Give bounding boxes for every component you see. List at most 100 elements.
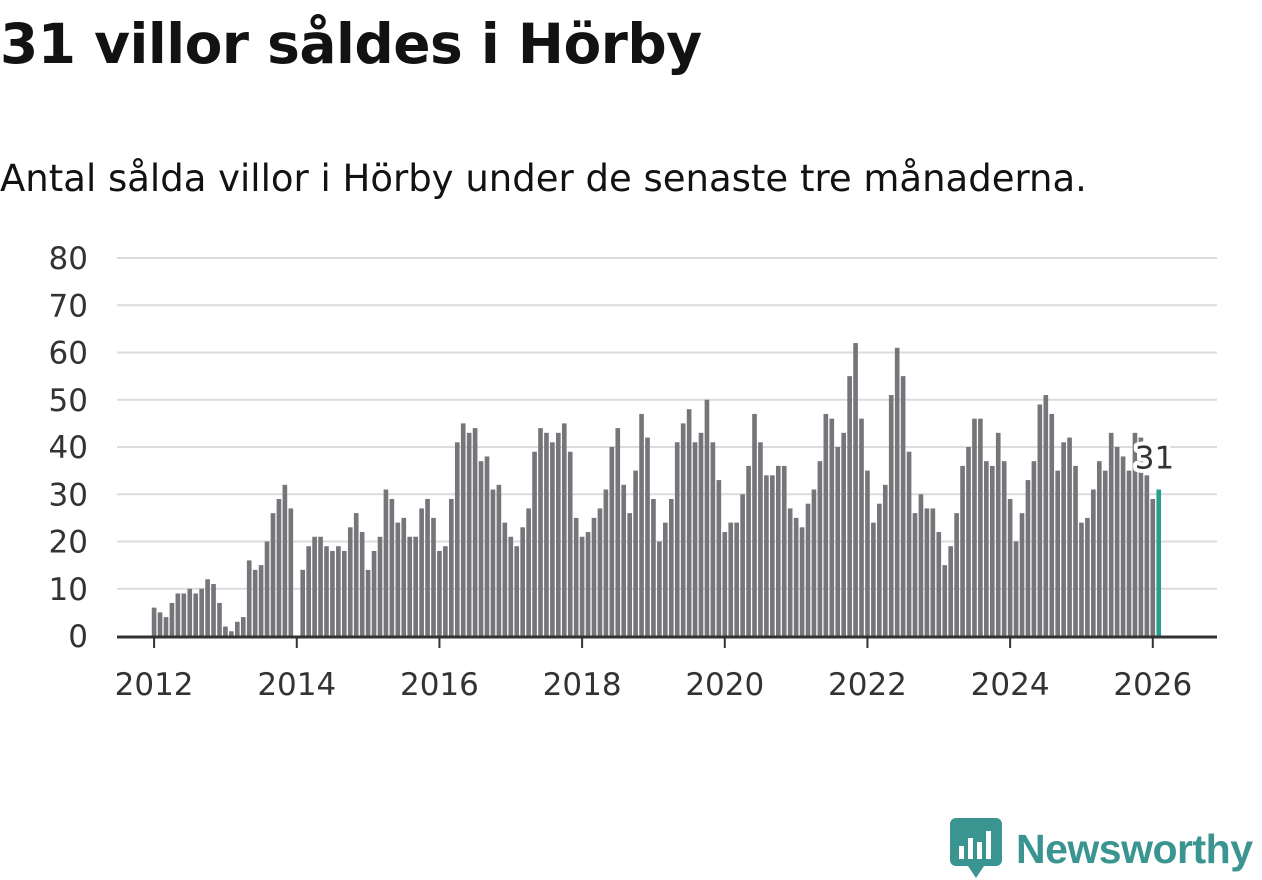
- bar: [799, 527, 805, 636]
- bar: [645, 437, 650, 636]
- bar: [413, 536, 418, 636]
- bar: [995, 432, 1001, 636]
- bar: [1043, 395, 1049, 636]
- bar: [651, 498, 656, 636]
- bar: [734, 522, 739, 636]
- chart-subtitle: Antal sålda villor i Hörby under de sena…: [0, 157, 1087, 200]
- bar: [764, 475, 769, 636]
- bar: [1037, 404, 1043, 636]
- bar: [573, 517, 579, 637]
- bar: [1013, 541, 1019, 636]
- bar: [258, 565, 264, 637]
- bar: [163, 617, 169, 636]
- bar: [1132, 432, 1138, 636]
- bar: [597, 508, 603, 636]
- bar: [532, 451, 537, 636]
- bar: [336, 546, 341, 636]
- x-tick-label: 2012: [115, 667, 194, 703]
- bar: [894, 347, 900, 636]
- bar: [484, 456, 490, 636]
- bar: [472, 428, 478, 636]
- bar: [811, 489, 817, 636]
- bar: [235, 621, 240, 636]
- bar: [585, 532, 591, 636]
- bar: [716, 480, 722, 636]
- bar: [187, 588, 193, 636]
- bar: [912, 513, 918, 636]
- highlighted-bar: [1156, 489, 1162, 636]
- bar: [240, 617, 246, 636]
- bar: [591, 517, 597, 637]
- bar: [1001, 461, 1007, 636]
- bar: [686, 409, 692, 636]
- bar: [740, 494, 745, 636]
- bar: [377, 536, 383, 636]
- y-tick-label: 50: [49, 383, 88, 419]
- bar: [1061, 442, 1066, 636]
- bar: [882, 484, 888, 636]
- bar: [151, 607, 157, 636]
- bar: [288, 508, 294, 636]
- bar: [508, 536, 514, 636]
- bar: [663, 522, 668, 636]
- bar: [829, 418, 835, 636]
- bar: [359, 532, 365, 636]
- bar: [437, 550, 442, 636]
- bar: [722, 532, 728, 636]
- bar: [1085, 517, 1090, 637]
- bar: [514, 546, 520, 636]
- y-tick-label: 0: [68, 619, 88, 655]
- bar: [978, 418, 983, 636]
- y-axis: 0 10 20 30 40 50 60 70 80: [49, 241, 88, 655]
- x-tick-label: 2014: [257, 667, 336, 703]
- bar: [793, 517, 799, 637]
- bar: [431, 517, 436, 637]
- y-tick-label: 60: [49, 336, 88, 372]
- bar: [556, 432, 561, 636]
- bar: [1096, 461, 1102, 636]
- bar: [877, 503, 882, 636]
- bar: [252, 569, 258, 636]
- x-tick-label: 2018: [543, 667, 622, 703]
- bar: [1019, 513, 1025, 636]
- x-tick-label: 2024: [971, 667, 1050, 703]
- bar: [229, 631, 234, 636]
- bar: [966, 447, 971, 636]
- bar: [609, 447, 615, 636]
- brand-name: Newsworthy: [1016, 825, 1253, 872]
- bar: [1144, 475, 1150, 636]
- chart-title: 31 villor såldes i Hörby: [0, 12, 702, 76]
- x-tick-label: 2022: [828, 667, 907, 703]
- bar: [371, 550, 377, 636]
- bar: [1067, 437, 1072, 636]
- bar: [282, 484, 288, 636]
- bar: [169, 602, 175, 636]
- bar: [175, 593, 181, 636]
- bar: [246, 560, 252, 636]
- x-tick-label: 2026: [1113, 667, 1192, 703]
- bar: [752, 413, 757, 636]
- bar: [775, 465, 781, 636]
- bar: [449, 498, 454, 636]
- bar: [324, 546, 329, 636]
- x-tick-label: 2016: [400, 667, 479, 703]
- bar: [157, 612, 163, 637]
- bar: [478, 461, 484, 636]
- bar: [425, 498, 430, 636]
- y-tick-label: 30: [49, 477, 88, 513]
- bar: [1120, 456, 1126, 636]
- bar: [633, 470, 638, 637]
- bar: [859, 418, 864, 636]
- bar: [526, 508, 531, 636]
- bar: [496, 484, 502, 636]
- bar: [181, 593, 187, 636]
- bar: [460, 423, 466, 637]
- bar: [668, 498, 674, 636]
- bar: [1108, 432, 1114, 636]
- bar: [948, 546, 953, 636]
- bar: [502, 522, 508, 636]
- bar: [520, 527, 525, 636]
- bar: [193, 593, 199, 636]
- bar: [1025, 480, 1031, 636]
